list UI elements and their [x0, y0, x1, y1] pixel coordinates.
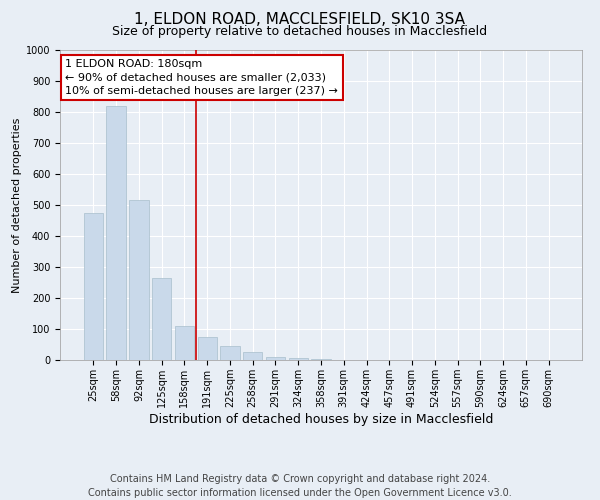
Y-axis label: Number of detached properties: Number of detached properties	[11, 118, 22, 292]
Bar	[197, 337, 217, 360]
Bar	[220, 346, 239, 360]
Bar	[84, 213, 103, 360]
Text: Size of property relative to detached houses in Macclesfield: Size of property relative to detached ho…	[112, 25, 488, 38]
Bar	[266, 357, 285, 360]
Bar	[129, 200, 149, 360]
X-axis label: Distribution of detached houses by size in Macclesfield: Distribution of detached houses by size …	[149, 412, 493, 426]
Bar	[152, 278, 172, 360]
Bar	[106, 106, 126, 360]
Bar	[175, 326, 194, 360]
Text: Contains HM Land Registry data © Crown copyright and database right 2024.
Contai: Contains HM Land Registry data © Crown c…	[88, 474, 512, 498]
Bar	[289, 358, 308, 360]
Bar	[311, 359, 331, 360]
Bar	[243, 352, 262, 360]
Text: 1 ELDON ROAD: 180sqm
← 90% of detached houses are smaller (2,033)
10% of semi-de: 1 ELDON ROAD: 180sqm ← 90% of detached h…	[65, 60, 338, 96]
Text: 1, ELDON ROAD, MACCLESFIELD, SK10 3SA: 1, ELDON ROAD, MACCLESFIELD, SK10 3SA	[134, 12, 466, 28]
